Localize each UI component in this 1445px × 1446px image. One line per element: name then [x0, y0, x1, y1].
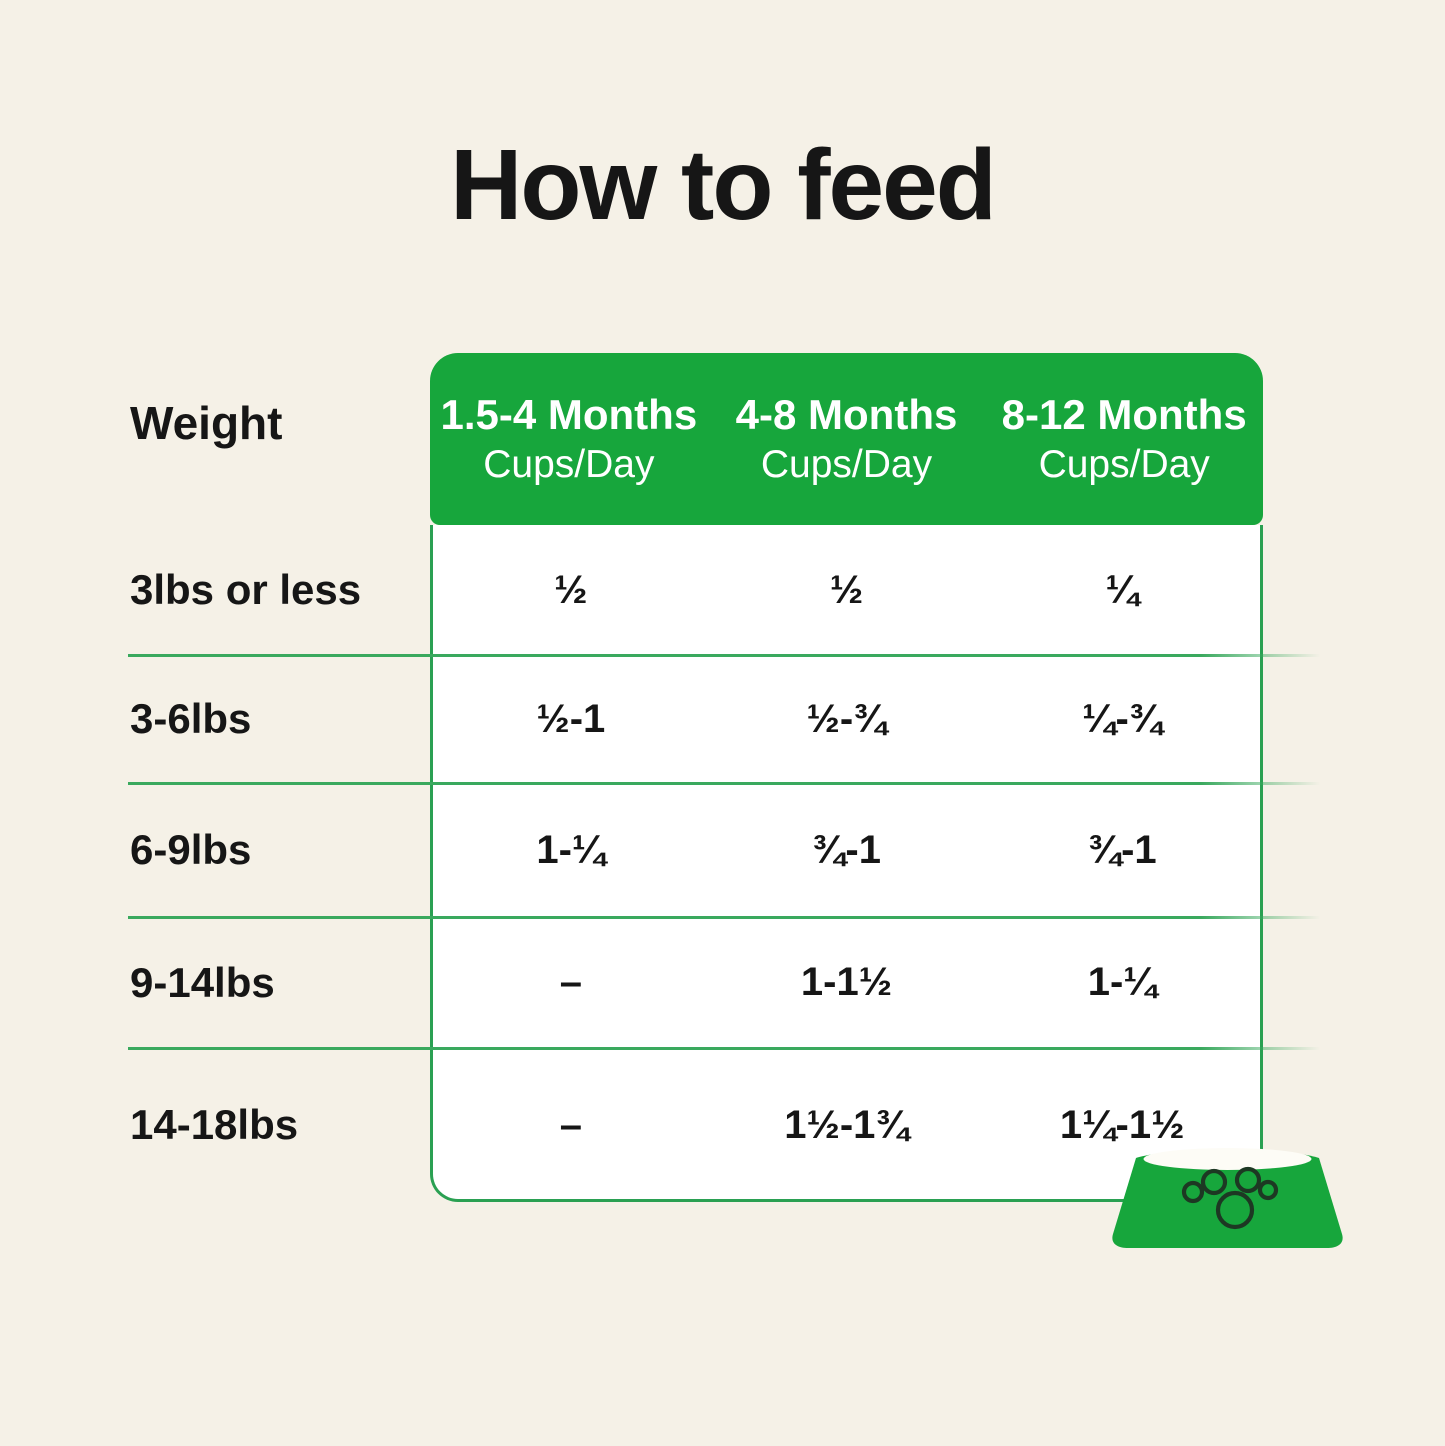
table-row: 14-18lbs – 1½-1¾ 1¼-1½	[0, 1048, 1445, 1202]
feeding-amount-cell: ½	[554, 567, 588, 612]
row-values: ½-1 ½-¾ ¼-¾	[433, 655, 1260, 783]
feeding-amount-cell: 1-¼	[536, 827, 606, 872]
feeding-amount-cell: ½-1	[536, 696, 606, 741]
row-values: 1-¼ ¾-1 ¾-1	[433, 783, 1260, 917]
table-header-band: 1.5-4 Months Cups/Day 4-8 Months Cups/Day 8-…	[430, 353, 1263, 525]
table-row: 9-14lbs – 1-1½ 1-¼	[0, 917, 1445, 1050]
table-row: 3lbs or less ½ ½ ¼	[0, 525, 1445, 657]
feeding-amount-cell: 1¼-1½	[1059, 1102, 1185, 1147]
dog-bowl-icon	[1112, 1148, 1343, 1248]
cups-per-day-label: Cups/Day	[760, 443, 933, 486]
row-weight-label: 6-9lbs	[130, 826, 252, 873]
row-values: – 1-1½ 1-¼	[433, 917, 1260, 1048]
feeding-amount-cell: ½-¾	[806, 696, 887, 741]
feeding-amount-cell: 1-¼	[1087, 960, 1157, 1004]
paw-print-icon	[1181, 1166, 1279, 1230]
row-separator-line	[128, 1046, 1320, 1050]
row-separator-line	[128, 781, 1320, 785]
feeding-amount-cell: 1½-1¾	[784, 1102, 909, 1147]
feeding-amount-cell: ¾-1	[1087, 827, 1157, 872]
row-weight-label: 3lbs or less	[130, 566, 362, 613]
feeding-amount-cell: 1-1½	[800, 960, 893, 1004]
age-column-header-1: 1.5-4 Months Cups/Day	[430, 353, 708, 525]
feeding-amount-cell: ¾-1	[812, 827, 881, 872]
page-title: How to feed	[450, 129, 997, 241]
age-range-label: 8-12 Months	[1001, 391, 1247, 438]
age-range-label: 4-8 Months	[735, 391, 958, 438]
row-separator-line	[128, 915, 1320, 919]
table-row: 6-9lbs 1-¼ ¾-1 ¾-1	[0, 783, 1445, 919]
feeding-amount-cell: ¼	[1105, 567, 1139, 612]
cups-per-day-label: Cups/Day	[483, 443, 655, 486]
row-weight-label: 9-14lbs	[130, 958, 275, 1006]
weight-column-header: Weight	[130, 397, 283, 449]
table-body: 3lbs or less ½ ½ ¼ 3-6lbs ½-1 ½-¾ ¼-¾ 6-9lbs 1-¼ ¾…	[0, 525, 1445, 1202]
feeding-amount-cell: ¼-¾	[1082, 696, 1163, 741]
feeding-amount-cell: –	[559, 960, 582, 1004]
table-card	[430, 525, 1263, 1202]
feeding-amount-cell: –	[559, 1102, 582, 1147]
row-separator-line	[128, 653, 1320, 657]
age-column-header-2: 4-8 Months Cups/Day	[708, 353, 986, 525]
row-weight-label: 3-6lbs	[130, 695, 252, 742]
age-range-label: 1.5-4 Months	[440, 391, 698, 438]
feeding-amount-cell: ½	[829, 567, 864, 612]
age-column-header-3: 8-12 Months Cups/Day	[985, 353, 1263, 525]
row-weight-label: 14-18lbs	[130, 1101, 299, 1148]
row-values: ½ ½ ¼	[433, 525, 1260, 655]
row-values: – 1½-1¾ 1¼-1½	[433, 1048, 1260, 1202]
table-row: 3-6lbs ½-1 ½-¾ ¼-¾	[0, 655, 1445, 785]
cups-per-day-label: Cups/Day	[1038, 443, 1210, 486]
